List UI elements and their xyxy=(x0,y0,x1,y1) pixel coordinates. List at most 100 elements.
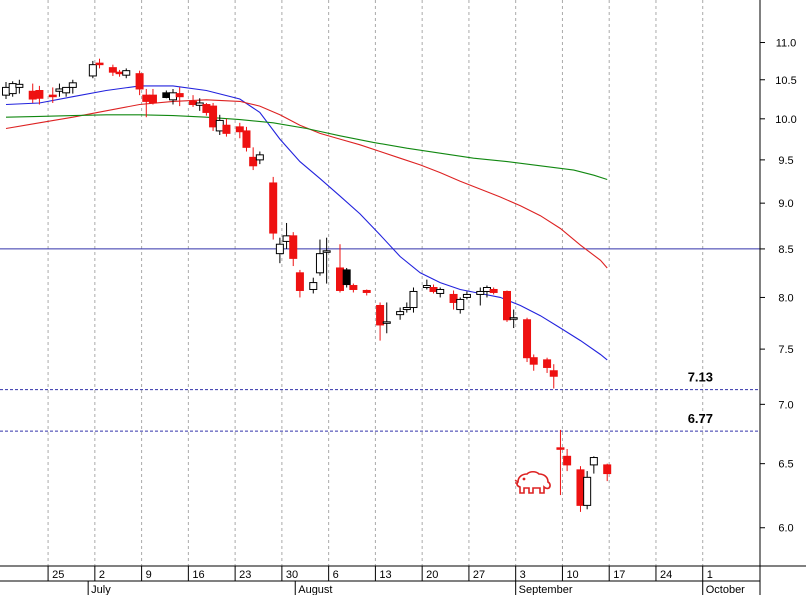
candle-body-61 xyxy=(549,370,558,377)
level-label-1: 7.13 xyxy=(688,370,713,385)
candle-body-40 xyxy=(349,285,358,290)
x-tick-label-8: 20 xyxy=(426,569,438,581)
candle-body-29 xyxy=(255,154,264,161)
candle-body-5 xyxy=(48,94,57,98)
candle-body-3 xyxy=(28,90,37,100)
candle-53 xyxy=(476,287,485,306)
x-tick-label-14: 1 xyxy=(707,569,713,581)
candle-body-43 xyxy=(382,321,391,324)
moving-average-layer xyxy=(5,85,608,361)
candle-58 xyxy=(523,317,532,363)
candle-body-19 xyxy=(175,93,184,98)
month-label-1: August xyxy=(298,584,332,595)
candle-46 xyxy=(409,287,418,313)
candle-9 xyxy=(88,60,97,79)
candle-35 xyxy=(309,277,318,294)
candle-body-39 xyxy=(342,269,351,286)
candle-25 xyxy=(222,118,231,137)
candle-body-55 xyxy=(489,288,498,293)
candle-10 xyxy=(95,58,104,69)
candle-5 xyxy=(48,87,57,103)
y-tick-label-10: 11.0 xyxy=(776,38,797,50)
candle-57 xyxy=(509,309,518,329)
grid-layer xyxy=(47,0,704,566)
x-tick-label-2: 9 xyxy=(146,569,152,581)
candle-16 xyxy=(148,88,157,105)
candle-37 xyxy=(322,237,331,284)
candle-56 xyxy=(503,290,511,322)
candle-body-42 xyxy=(376,304,385,326)
candle-body-2 xyxy=(15,83,24,88)
candle-36 xyxy=(315,239,324,276)
candle-body-25 xyxy=(222,124,231,134)
candle-60 xyxy=(543,357,552,373)
candle-body-36 xyxy=(315,253,324,274)
candle-39 xyxy=(342,267,351,288)
candle-62 xyxy=(556,429,565,496)
candle-7 xyxy=(62,86,71,97)
candle-body-51 xyxy=(456,298,465,311)
y-tick-label-2: 7.0 xyxy=(778,399,793,411)
x-tick-label-4: 23 xyxy=(239,569,251,581)
y-tick-label-4: 8.0 xyxy=(778,292,793,304)
x-tick-label-1: 2 xyxy=(99,569,105,581)
candle-body-4 xyxy=(35,90,44,99)
candle-42 xyxy=(376,302,385,341)
x-tick-label-6: 6 xyxy=(333,569,339,581)
candle-body-14 xyxy=(135,73,144,90)
candle-body-1 xyxy=(8,83,17,95)
candle-body-10 xyxy=(95,62,104,66)
candle-body-53 xyxy=(476,290,485,295)
candle-body-35 xyxy=(309,282,318,290)
candle-body-59 xyxy=(529,357,538,365)
x-tick-label-9: 27 xyxy=(473,569,485,581)
candle-59 xyxy=(529,354,538,371)
candle-body-31 xyxy=(275,243,284,255)
candle-body-30 xyxy=(269,182,278,234)
candle-body-9 xyxy=(88,64,97,77)
candle-body-46 xyxy=(409,290,418,309)
x-tick-label-0: 25 xyxy=(52,569,64,581)
candle-body-24 xyxy=(215,119,224,132)
candle-body-17 xyxy=(162,92,171,98)
candle-body-37 xyxy=(322,250,331,253)
candle-41 xyxy=(362,289,371,296)
candle-67 xyxy=(603,463,612,482)
y-tick-label-6: 9.0 xyxy=(778,198,793,210)
candle-body-47 xyxy=(422,285,431,289)
candle-body-16 xyxy=(148,94,157,104)
candle-body-52 xyxy=(462,293,471,298)
y-tick-label-1: 6.5 xyxy=(778,459,793,471)
candle-body-8 xyxy=(68,82,77,88)
candle-body-65 xyxy=(583,476,592,506)
candle-body-26 xyxy=(235,126,244,133)
y-tick-label-3: 7.5 xyxy=(778,344,793,356)
candle-body-12 xyxy=(115,71,124,75)
candle-body-0 xyxy=(2,86,10,96)
candle-body-13 xyxy=(122,70,131,76)
y-tick-label-7: 9.5 xyxy=(778,155,793,167)
candle-34 xyxy=(295,269,304,298)
month-label-2: September xyxy=(519,584,573,595)
y-tick-label-8: 10.0 xyxy=(775,114,796,126)
candle-body-6 xyxy=(55,88,64,92)
candle-body-34 xyxy=(295,272,304,291)
candle-body-28 xyxy=(249,156,258,167)
candle-28 xyxy=(249,147,258,171)
candle-29 xyxy=(255,151,264,165)
candle-body-44 xyxy=(396,311,405,316)
ma-long-line xyxy=(5,114,608,181)
candle-body-33 xyxy=(289,235,298,259)
candle-body-21 xyxy=(195,102,204,106)
bear-icon xyxy=(514,470,551,494)
x-tick-label-12: 17 xyxy=(613,569,625,581)
y-tick-label-0: 6.0 xyxy=(778,523,793,535)
candle-body-56 xyxy=(503,290,511,321)
candle-55 xyxy=(489,287,498,295)
candle-body-67 xyxy=(603,464,612,475)
level-layer: 7.13 6.77 xyxy=(0,248,760,432)
x-tick-label-13: 24 xyxy=(660,569,672,581)
y-tick-label-5: 8.5 xyxy=(778,244,793,256)
